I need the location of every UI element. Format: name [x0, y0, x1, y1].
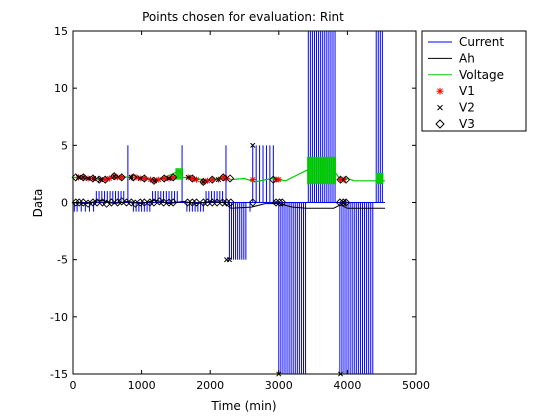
v1-marker	[189, 175, 196, 182]
y-tick-label: 15	[54, 25, 68, 38]
v3-marker	[341, 175, 351, 184]
v3-marker	[79, 198, 88, 207]
legend-item-ah: Ah	[428, 51, 475, 65]
y-tick-label: 10	[54, 82, 68, 95]
x-tick-label: 4000	[333, 379, 361, 392]
v1-marker	[118, 174, 125, 181]
x-axis-ticks: 0 1000 2000 3000 4000 5000	[70, 31, 430, 392]
legend-item-v3: V3	[435, 117, 475, 131]
v3-marker	[129, 173, 138, 182]
y-axis-ticks: -15 -10 -5 0 5 10 15	[50, 25, 416, 381]
y-tick-label: 5	[61, 139, 68, 152]
v2-marker	[337, 371, 344, 377]
y-tick-label: -5	[57, 254, 68, 267]
legend-item-v1: V1	[436, 84, 475, 98]
v1-marker	[170, 174, 177, 181]
legend-label: Ah	[459, 51, 475, 65]
legend-label: V3	[459, 117, 475, 131]
series-v3	[71, 172, 351, 208]
y-tick-label: -10	[50, 311, 68, 324]
v3-marker	[341, 198, 351, 207]
v3-marker	[149, 176, 159, 185]
legend-label: V2	[459, 101, 475, 115]
v3-marker	[269, 175, 278, 184]
x-tick-label: 3000	[265, 379, 293, 392]
v3-marker	[188, 174, 197, 183]
x-axis-label: Time (min)	[210, 399, 276, 413]
legend-label: Current	[459, 35, 504, 49]
v3-marker	[275, 198, 284, 207]
v3-marker	[248, 198, 257, 207]
v3-marker	[336, 175, 345, 184]
v2-marker	[215, 177, 221, 183]
v1-marker	[133, 174, 140, 181]
v2-marker	[97, 177, 103, 183]
y-axis-label: Data	[31, 189, 45, 218]
v3-marker	[199, 177, 208, 187]
v3-marker	[169, 173, 178, 182]
legend-swatch	[435, 119, 445, 129]
legend-items: Current Ah Voltage V1 V2 V3	[428, 35, 504, 131]
v3-marker	[140, 174, 149, 183]
v3-marker	[278, 198, 287, 207]
v3-marker	[102, 199, 111, 208]
legend-item-v2: V2	[437, 101, 475, 115]
v1-marker	[249, 176, 256, 183]
v3-marker	[192, 198, 201, 207]
v3-marker	[131, 199, 140, 208]
v3-marker	[94, 175, 104, 184]
v3-marker	[208, 175, 217, 184]
v3-marker	[117, 197, 126, 206]
chart-title: Points chosen for evaluation: Rint	[142, 10, 344, 24]
legend-item-voltage: Voltage	[428, 68, 504, 82]
legend: Current Ah Voltage V1 V2 V3	[421, 30, 527, 132]
plot-area: 0 1000 2000 3000 4000 5000 -15 -10 -5 0 5 10 15	[50, 25, 430, 392]
v3-marker	[83, 199, 93, 208]
v1-marker	[209, 176, 216, 183]
v3-marker	[225, 174, 235, 183]
v2-marker	[75, 174, 82, 180]
x-tick-label: 0	[70, 379, 77, 392]
v3-marker	[107, 198, 116, 207]
y-tick-label: -15	[50, 368, 68, 381]
x-tick-label: 2000	[196, 379, 224, 392]
v3-marker	[92, 198, 102, 207]
v3-marker	[110, 172, 119, 181]
x-tick-label: 1000	[128, 379, 156, 392]
v2-marker	[250, 142, 256, 148]
v2-marker	[128, 174, 134, 180]
series-layer	[71, 31, 386, 377]
v3-marker	[226, 198, 235, 207]
v3-marker	[212, 198, 222, 207]
legend-swatch	[437, 104, 443, 111]
v3-marker	[71, 173, 80, 182]
v3-marker	[339, 198, 348, 207]
v3-marker	[88, 174, 98, 183]
legend-label: Voltage	[459, 68, 504, 82]
v3-marker	[101, 175, 110, 184]
v3-marker	[159, 198, 168, 207]
v3-marker	[113, 198, 122, 207]
v3-marker	[117, 173, 126, 182]
legend-label: V1	[459, 84, 475, 98]
v3-marker	[140, 198, 149, 207]
legend-box	[421, 30, 527, 132]
v3-marker	[335, 198, 344, 207]
x-tick-label: 5000	[402, 379, 430, 392]
v3-marker	[160, 174, 169, 183]
v3-marker	[271, 198, 281, 207]
v3-marker	[219, 173, 228, 182]
v2-marker	[226, 257, 232, 263]
v3-marker	[169, 198, 178, 207]
y-tick-label: 0	[61, 197, 68, 210]
v3-marker	[79, 173, 88, 182]
v1-marker	[147, 176, 154, 183]
v3-marker	[71, 198, 80, 207]
legend-swatch	[436, 87, 444, 95]
legend-item-current: Current	[428, 35, 504, 49]
